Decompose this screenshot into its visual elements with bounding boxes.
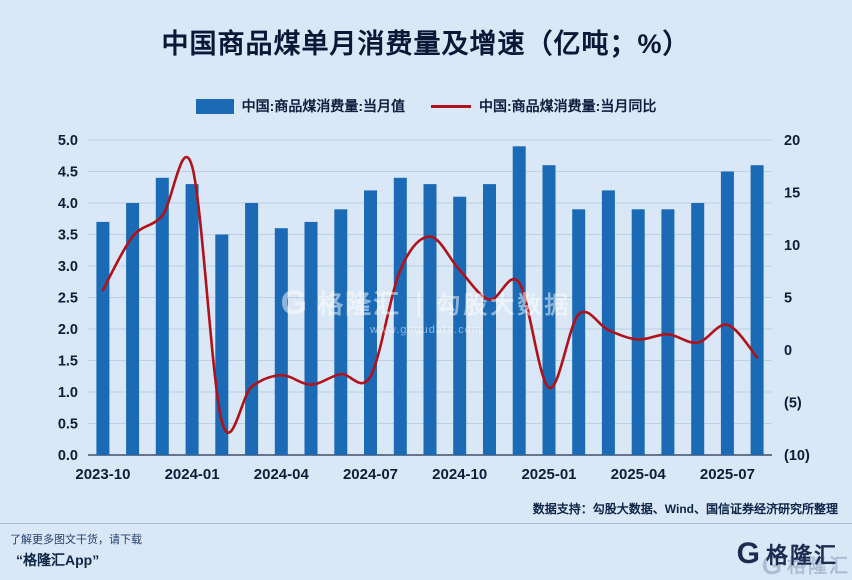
right-axis-tick: 10 <box>784 238 800 254</box>
right-axis-tick: 15 <box>784 186 800 202</box>
bar-2024-08 <box>393 177 407 456</box>
x-axis-tick: 2025-07 <box>700 466 755 483</box>
watermark-divider: | <box>415 286 423 318</box>
bar-2024-01 <box>185 184 199 455</box>
bar-2025-07 <box>720 171 734 455</box>
bar-2025-01 <box>542 165 556 455</box>
footer-hint: 了解更多图文干货，请下载 <box>10 534 142 546</box>
x-axis-tick: 2024-01 <box>165 466 220 483</box>
left-axis-tick: 0.0 <box>58 448 78 464</box>
bar-2024-03 <box>245 203 259 455</box>
legend-label-line: 中国:商品煤消费量:当月同比 <box>479 98 657 114</box>
bar-2024-10 <box>453 196 467 455</box>
bar-2023-12 <box>155 177 169 456</box>
bar-2024-06 <box>334 209 348 455</box>
x-axis-tick: 2025-04 <box>611 466 667 483</box>
yoy-line <box>101 155 759 434</box>
gelonghui-logo: G 格隆汇 <box>737 538 838 570</box>
legend: 中国:商品煤消费量:当月值 中国:商品煤消费量:当月同比 <box>0 96 852 116</box>
left-axis-tick: 1.5 <box>58 354 78 370</box>
watermark-logo-g-icon: G <box>280 283 308 322</box>
bar-2024-09 <box>423 184 437 455</box>
line-series-swatch <box>431 104 471 108</box>
legend-label-bar: 中国:商品煤消费量:当月值 <box>241 98 405 114</box>
legend-item-bar: 中国:商品煤消费量:当月值 <box>195 96 405 116</box>
bar-2025-05 <box>661 209 675 455</box>
left-axis-tick: 4.0 <box>58 196 78 212</box>
gelonghui-logo-text: 格隆汇 <box>765 543 838 568</box>
left-axis-tick: 5.0 <box>58 133 78 149</box>
chart-title: 中国商品煤单月消费量及增速（亿吨；%） <box>161 29 691 59</box>
left-axis-tick: 3.0 <box>58 259 78 275</box>
bar-2024-07 <box>364 190 377 455</box>
left-axis-tick: 2.0 <box>58 322 78 338</box>
x-axis-tick: 2024-07 <box>343 466 398 483</box>
left-axis-tick: 2.5 <box>58 291 78 307</box>
watermark-row: G 格隆汇 | 勾股大数据 <box>281 284 572 321</box>
bar-2024-04 <box>274 228 288 455</box>
data-support-note: 数据支持：勾股大数据、Wind、国信证券经济研究所整理 <box>532 502 838 516</box>
bar-2024-11 <box>483 184 496 455</box>
x-axis-tick: 2024-04 <box>254 466 310 483</box>
right-axis-tick: 5 <box>784 291 792 307</box>
left-axis-tick: 3.5 <box>58 228 78 244</box>
gelonghui-g-icon: G <box>761 549 782 580</box>
left-axis-tick: 4.5 <box>58 165 78 181</box>
x-axis-tick: 2025-01 <box>521 466 576 483</box>
watermark-url: www.gogudata.com <box>370 324 482 336</box>
left-axis-tick: 0.5 <box>58 417 78 433</box>
legend-item-line: 中国:商品煤消费量:当月同比 <box>431 96 656 116</box>
bar-2024-12 <box>512 146 526 456</box>
footer-app-name[interactable]: “格隆汇App” <box>16 552 100 568</box>
footer: 了解更多图文干货，请下载 “格隆汇App” G 格隆汇 G 格隆汇 <box>0 523 852 580</box>
bar-2025-08 <box>750 165 764 455</box>
bar-2025-04 <box>631 209 645 455</box>
bar-2024-05 <box>304 221 318 455</box>
bar-series-swatch <box>195 98 234 114</box>
right-axis-tick: 0 <box>784 343 792 359</box>
watermark-partner: 勾股大数据 <box>436 292 572 319</box>
bar-2025-06 <box>691 203 705 455</box>
right-axis-tick: 20 <box>784 133 800 149</box>
bar-2023-11 <box>126 203 140 455</box>
right-axis-tick: (5) <box>784 396 802 412</box>
x-axis-tick: 2024-10 <box>432 466 487 483</box>
left-axis-tick: 1.0 <box>58 385 78 401</box>
right-axis-tick: (10) <box>784 448 810 464</box>
bar-2023-10 <box>96 221 110 455</box>
bar-2025-02 <box>572 209 586 455</box>
watermark-brand: 格隆汇 <box>317 289 402 319</box>
gelonghui-logo-text: 格隆汇 <box>786 556 850 577</box>
gelonghui-g-icon: G <box>736 537 760 570</box>
gelonghui-logo-watermark: G 格隆汇 <box>762 551 850 578</box>
bar-2025-03 <box>601 190 615 455</box>
watermark: G 格隆汇 | 勾股大数据 www.gogudata.com <box>281 284 572 337</box>
x-axis-tick: 2023-10 <box>75 466 130 483</box>
bar-2024-02 <box>215 234 229 455</box>
